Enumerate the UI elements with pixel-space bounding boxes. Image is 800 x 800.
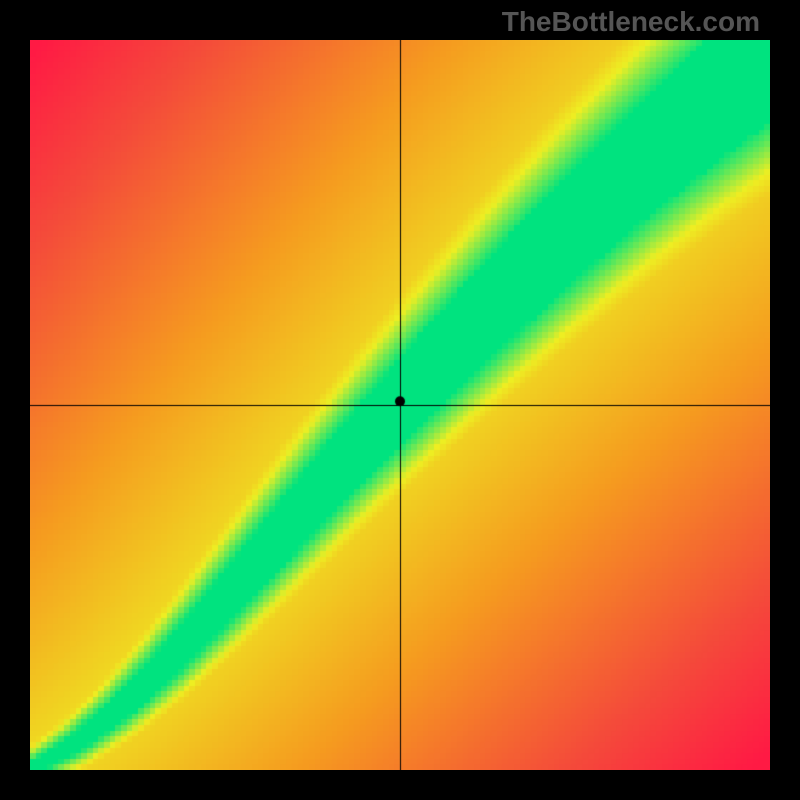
heatmap-canvas [30,40,770,770]
watermark-text: TheBottleneck.com [502,6,760,38]
chart-frame: TheBottleneck.com [0,0,800,800]
heatmap-plot [30,40,770,770]
